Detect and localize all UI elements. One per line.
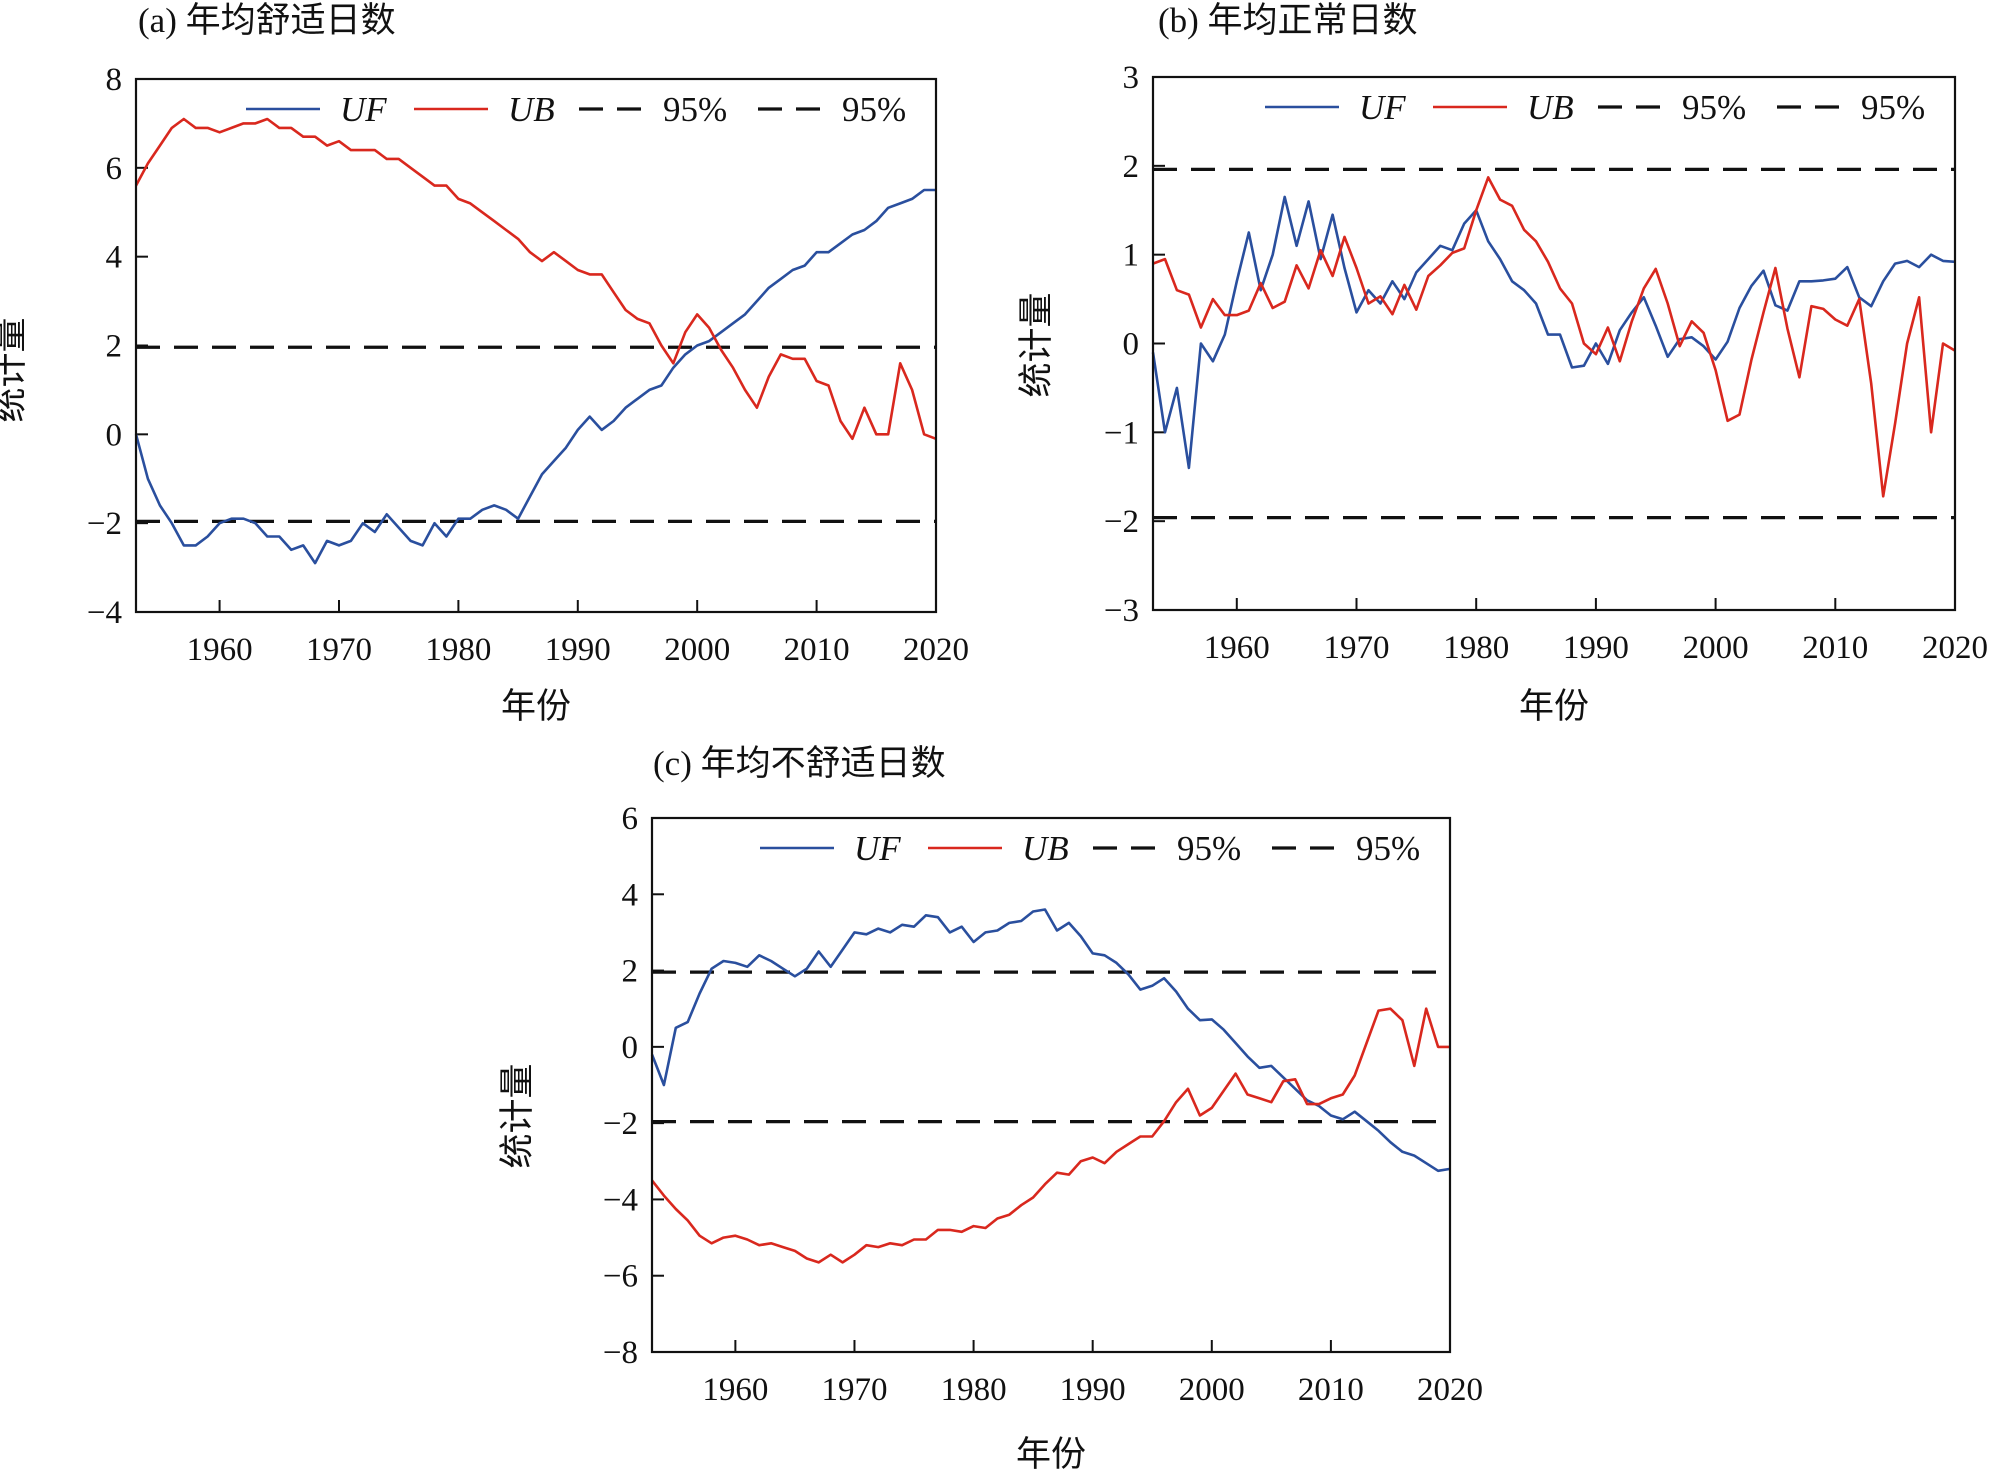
legend-label: 95% <box>1861 88 1925 127</box>
x-tick-label: 1980 <box>941 1372 1007 1408</box>
y-tick-label: 8 <box>106 62 123 98</box>
x-tick-label: 1990 <box>1563 630 1629 666</box>
legend-label: UF <box>340 90 387 129</box>
y-tick-label: −1 <box>1104 415 1139 451</box>
x-tick-label: 1970 <box>1323 630 1389 666</box>
x-tick-label: 2010 <box>1802 630 1868 666</box>
x-tick-label: 1970 <box>306 632 372 668</box>
legend-label: UB <box>508 90 555 129</box>
legend-label: UB <box>1527 88 1574 127</box>
series-line-uf <box>134 188 936 565</box>
y-tick-label: 0 <box>1123 327 1140 363</box>
series-line-uf <box>1151 195 1956 470</box>
legend-label: 95% <box>1177 829 1241 868</box>
x-axis-label: 年份 <box>1519 687 1589 726</box>
y-tick-label: 2 <box>1123 149 1140 185</box>
legend-label: UF <box>854 829 901 868</box>
x-tick-label: 2010 <box>784 632 850 668</box>
y-tick-label: 6 <box>106 151 123 187</box>
x-tick-label: 1980 <box>425 632 491 668</box>
chart-title: (c) 年均不舒适日数 <box>653 744 946 783</box>
legend: UF UB 95% 95% <box>246 90 906 129</box>
series-line-ub <box>650 1007 1450 1264</box>
x-tick-label: 1960 <box>187 632 253 668</box>
y-tick-label: −6 <box>603 1259 638 1295</box>
y-axis-label: 统计量 <box>498 1063 537 1168</box>
plot-frame <box>1151 75 1957 612</box>
y-tick-label: 1 <box>1123 238 1140 274</box>
y-tick-label: 6 <box>622 801 639 837</box>
y-tick-label: −2 <box>1104 504 1139 540</box>
series-line-ub <box>134 117 937 441</box>
y-tick-label: −8 <box>603 1335 638 1371</box>
x-tick-label: 1990 <box>545 632 611 668</box>
y-tick-label: −2 <box>87 506 122 542</box>
x-tick-label: 2000 <box>1683 630 1749 666</box>
x-tick-label: 2020 <box>1417 1372 1483 1408</box>
y-tick-label: 2 <box>622 954 639 990</box>
y-tick-label: −4 <box>87 595 122 631</box>
series-line-uf <box>650 908 1451 1173</box>
x-tick-label: 2020 <box>1922 630 1988 666</box>
x-tick-label: 1990 <box>1060 1372 1126 1408</box>
series-line-ub <box>1152 176 1956 498</box>
y-tick-label: 2 <box>106 329 123 365</box>
x-axis-label: 年份 <box>1016 1435 1086 1474</box>
x-tick-label: 1960 <box>702 1372 768 1408</box>
y-tick-label: 4 <box>106 240 123 276</box>
x-tick-label: 1960 <box>1204 630 1270 666</box>
y-tick-label: 4 <box>622 877 639 913</box>
x-tick-label: 2000 <box>1179 1372 1245 1408</box>
legend-label: UF <box>1359 88 1406 127</box>
legend-label: 95% <box>1356 829 1420 868</box>
chart-title: (a) 年均舒适日数 <box>138 1 396 40</box>
y-axis-label: 统计量 <box>0 317 30 422</box>
y-tick-label: −4 <box>603 1182 638 1218</box>
y-axis-label: 统计量 <box>1017 292 1056 397</box>
y-tick-label: −3 <box>1104 593 1139 629</box>
x-axis-label: 年份 <box>501 687 571 726</box>
x-tick-label: 1980 <box>1443 630 1509 666</box>
y-tick-label: −2 <box>603 1106 638 1142</box>
legend: UF UB 95% 95% <box>760 829 1420 868</box>
y-tick-label: 3 <box>1123 60 1140 96</box>
x-tick-label: 2020 <box>903 632 969 668</box>
plot-frame <box>650 816 1452 1354</box>
legend-label: UB <box>1022 829 1069 868</box>
y-tick-label: 0 <box>106 417 123 453</box>
chart-title: (b) 年均正常日数 <box>1158 1 1418 40</box>
legend-label: 95% <box>842 90 906 129</box>
x-tick-label: 2000 <box>664 632 730 668</box>
legend-label: 95% <box>663 90 727 129</box>
y-tick-label: 0 <box>622 1030 639 1066</box>
legend: UF UB 95% 95% <box>1265 88 1925 127</box>
plot-frame <box>134 77 938 614</box>
x-tick-label: 1970 <box>821 1372 887 1408</box>
x-tick-label: 2010 <box>1298 1372 1364 1408</box>
legend-label: 95% <box>1682 88 1746 127</box>
